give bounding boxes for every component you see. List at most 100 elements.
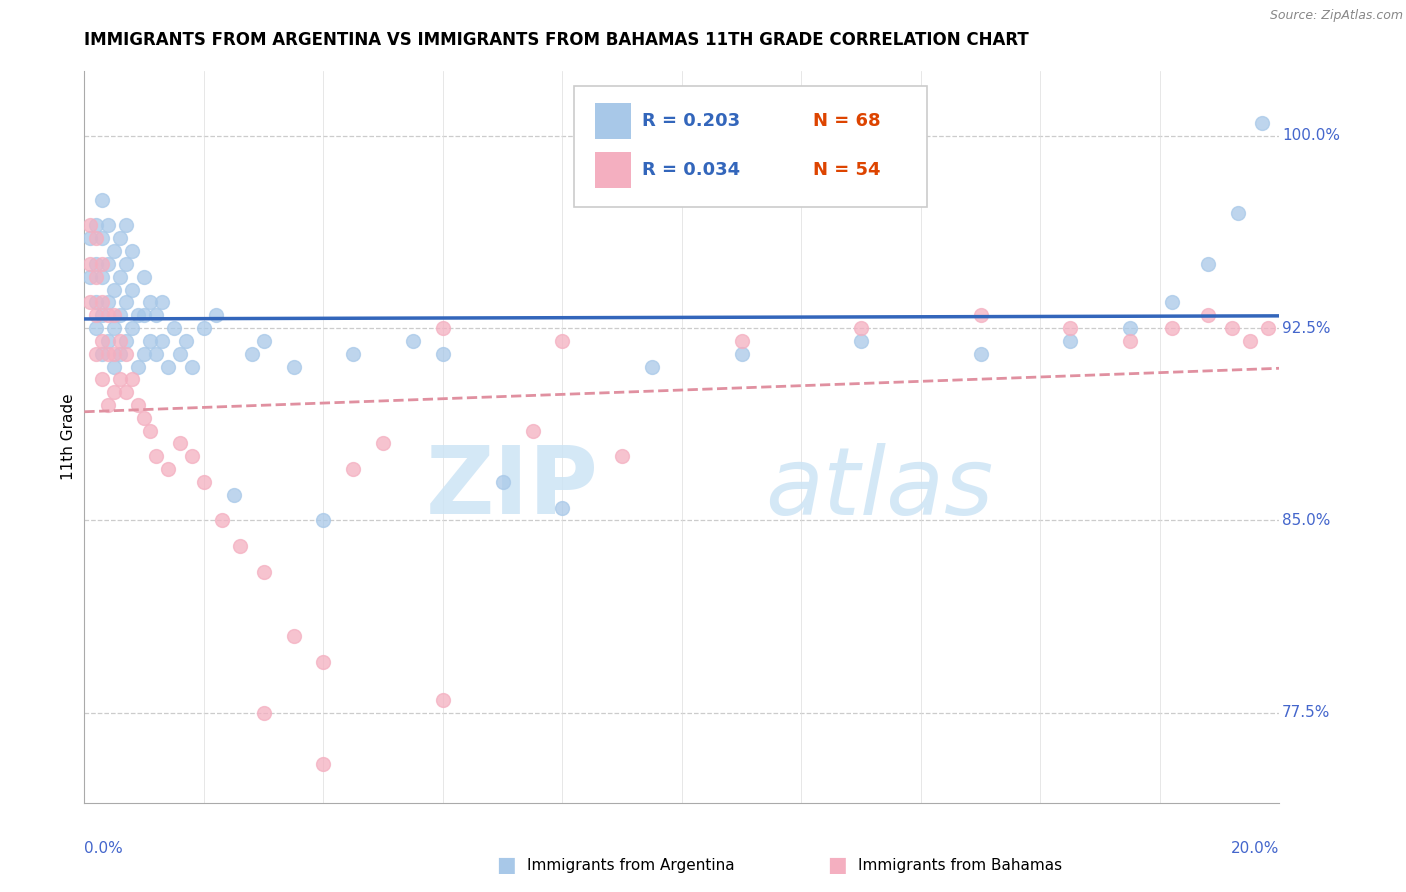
- Point: [115, 257, 138, 271]
- Point: [492, 475, 515, 489]
- Point: [731, 346, 754, 360]
- Point: [1119, 334, 1142, 348]
- Point: [103, 359, 125, 374]
- Point: [145, 450, 167, 464]
- Point: [91, 193, 114, 207]
- Text: IMMIGRANTS FROM ARGENTINA VS IMMIGRANTS FROM BAHAMAS 11TH GRADE CORRELATION CHAR: IMMIGRANTS FROM ARGENTINA VS IMMIGRANTS …: [84, 31, 1029, 49]
- Point: [371, 436, 394, 450]
- Point: [174, 334, 197, 348]
- Text: Immigrants from Argentina: Immigrants from Argentina: [527, 858, 735, 872]
- Point: [193, 475, 215, 489]
- Point: [1250, 116, 1272, 130]
- Point: [342, 462, 364, 476]
- Point: [402, 334, 425, 348]
- Point: [312, 655, 335, 669]
- Point: [115, 295, 138, 310]
- Point: [1119, 321, 1142, 335]
- Point: [103, 283, 125, 297]
- Text: 92.5%: 92.5%: [1282, 320, 1330, 335]
- Point: [121, 244, 143, 258]
- Point: [103, 308, 125, 322]
- Point: [342, 346, 364, 360]
- Point: [103, 244, 125, 258]
- Point: [97, 219, 120, 233]
- Point: [253, 565, 276, 579]
- Point: [110, 269, 132, 284]
- Y-axis label: 11th Grade: 11th Grade: [60, 393, 76, 481]
- Text: ■: ■: [496, 855, 516, 875]
- Text: R = 0.034: R = 0.034: [643, 161, 741, 179]
- Point: [91, 295, 114, 310]
- Bar: [595, 152, 630, 188]
- Point: [115, 334, 138, 348]
- Point: [86, 269, 108, 284]
- Point: [110, 346, 132, 360]
- Point: [110, 372, 132, 386]
- Point: [849, 334, 872, 348]
- Point: [222, 488, 245, 502]
- Point: [86, 321, 108, 335]
- Point: [283, 359, 305, 374]
- Text: Immigrants from Bahamas: Immigrants from Bahamas: [858, 858, 1062, 872]
- Point: [163, 321, 186, 335]
- Point: [79, 269, 101, 284]
- Point: [169, 346, 191, 360]
- Point: [1239, 334, 1261, 348]
- Point: [132, 410, 156, 425]
- Point: [91, 346, 114, 360]
- Point: [121, 321, 143, 335]
- Point: [79, 231, 101, 245]
- Point: [79, 219, 101, 233]
- Point: [132, 308, 156, 322]
- Point: [91, 231, 114, 245]
- Point: [1160, 295, 1182, 310]
- Point: [79, 295, 101, 310]
- Text: Source: ZipAtlas.com: Source: ZipAtlas.com: [1270, 9, 1403, 22]
- Point: [91, 269, 114, 284]
- Point: [193, 321, 215, 335]
- Text: 100.0%: 100.0%: [1282, 128, 1340, 143]
- Point: [86, 346, 108, 360]
- Point: [86, 295, 108, 310]
- Text: atlas: atlas: [765, 442, 994, 533]
- Point: [205, 308, 228, 322]
- Point: [610, 450, 633, 464]
- Point: [551, 334, 574, 348]
- Point: [1059, 321, 1081, 335]
- Text: 0.0%: 0.0%: [84, 841, 124, 856]
- Point: [228, 539, 252, 553]
- Point: [1160, 321, 1182, 335]
- Point: [157, 462, 180, 476]
- Point: [522, 424, 544, 438]
- Point: [240, 346, 263, 360]
- Point: [79, 257, 101, 271]
- Point: [127, 359, 149, 374]
- Bar: [595, 103, 630, 139]
- Point: [1257, 321, 1279, 335]
- Point: [1059, 334, 1081, 348]
- Point: [432, 346, 454, 360]
- Point: [731, 334, 754, 348]
- Point: [150, 334, 173, 348]
- Point: [97, 308, 120, 322]
- Point: [127, 308, 149, 322]
- Point: [432, 321, 454, 335]
- Point: [127, 398, 149, 412]
- Point: [91, 257, 114, 271]
- FancyBboxPatch shape: [574, 86, 927, 207]
- Point: [91, 308, 114, 322]
- Point: [115, 385, 138, 400]
- Point: [121, 372, 143, 386]
- Point: [139, 334, 162, 348]
- Point: [180, 359, 202, 374]
- Text: R = 0.203: R = 0.203: [643, 112, 741, 130]
- Point: [145, 346, 167, 360]
- Point: [180, 450, 202, 464]
- Point: [312, 757, 335, 772]
- Point: [97, 398, 120, 412]
- Point: [103, 385, 125, 400]
- Text: ■: ■: [827, 855, 846, 875]
- Point: [86, 257, 108, 271]
- Point: [115, 346, 138, 360]
- Point: [169, 436, 191, 450]
